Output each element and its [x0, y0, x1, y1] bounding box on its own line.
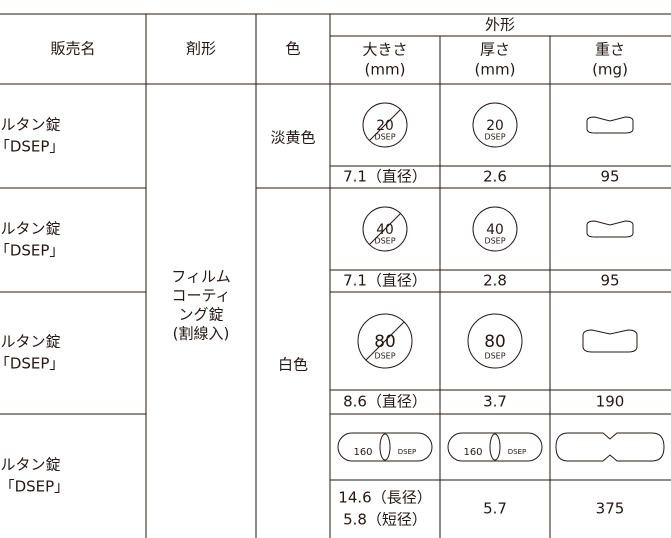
cell-text: 5.7: [483, 500, 507, 518]
cell-text: 40: [486, 222, 504, 238]
cell-text: 3.7: [483, 393, 507, 411]
cell-text: 淡黄色: [270, 129, 315, 147]
cell-text: (mg): [592, 61, 628, 79]
cell-text: 厚さ: [480, 41, 510, 59]
cell-text: 5.8（短径）: [343, 511, 427, 529]
cell-text: バルサルタン錠: [0, 456, 61, 474]
cell-text: 95: [600, 168, 619, 186]
cell-text: 8.6（直径）: [343, 393, 427, 411]
cell-text: 2.6: [483, 168, 507, 186]
cell-text: 95: [600, 272, 619, 290]
cell-text: DSEP: [508, 448, 526, 456]
cell-text: 7.1（直径）: [343, 168, 427, 186]
cell-text: 375: [596, 500, 625, 518]
cell-text: (mm): [475, 61, 516, 79]
cell-text: (mm): [365, 61, 406, 79]
cell-text: DSEP: [374, 351, 395, 360]
cell-text: ング錠: [178, 306, 223, 324]
cell-text: 20: [486, 118, 504, 134]
cell-text: DSEP: [484, 133, 505, 142]
cell-text: 大きさ: [362, 41, 407, 59]
cell-text: 20mg「DSEP」: [0, 138, 64, 156]
cell-text: 14.6（長径）: [338, 489, 431, 507]
score-mark: [379, 433, 391, 461]
cell-text: 40: [376, 222, 394, 238]
tablet-side: [555, 432, 665, 462]
cell-text: 40mg「DSEP」: [0, 242, 64, 260]
cell-text: 80mg「DSEP」: [0, 355, 64, 373]
score-line: [369, 213, 401, 245]
score-line: [365, 321, 405, 361]
cell-text: DSEP: [484, 351, 505, 360]
tablet: [467, 313, 523, 369]
cell-text: 20: [376, 118, 394, 134]
cell-text: DSEP: [374, 237, 395, 246]
tablet-side: [582, 329, 638, 353]
cell-text: 2.8: [483, 272, 507, 290]
cell-text: バルサルタン錠: [0, 116, 61, 134]
cell-text: 重さ: [595, 41, 625, 59]
cell-text: 160: [463, 447, 482, 458]
tablet: [472, 206, 518, 252]
cell-text: 外形: [485, 16, 515, 34]
score-mark: [489, 433, 501, 461]
cell-text: DSEP: [374, 133, 395, 142]
cell-text: DSEP: [484, 237, 505, 246]
cell-text: 80: [374, 331, 395, 351]
cell-text: 160mg「DSEP」: [0, 478, 69, 496]
cell-text: 剤形: [186, 40, 216, 58]
cell-text: バルサルタン錠: [0, 220, 61, 238]
tablet-side: [586, 220, 634, 238]
tablet: [472, 102, 518, 148]
cell-text: 80: [484, 331, 505, 351]
cell-text: 7.1（直径）: [343, 272, 427, 290]
cell-text: バルサルタン錠: [0, 333, 61, 351]
cell-text: 色: [285, 40, 300, 58]
cell-text: コーティ: [171, 287, 230, 305]
cell-text: 販売名: [50, 40, 95, 58]
tablet-side: [586, 116, 634, 134]
cell-text: 190: [596, 393, 625, 411]
score-line: [369, 109, 401, 141]
cell-text: フィルム: [171, 268, 230, 286]
cell-text: DSEP: [398, 448, 416, 456]
cell-text: (割線入): [173, 325, 230, 343]
cell-text: 160: [353, 447, 372, 458]
cell-text: 白色: [278, 356, 308, 374]
